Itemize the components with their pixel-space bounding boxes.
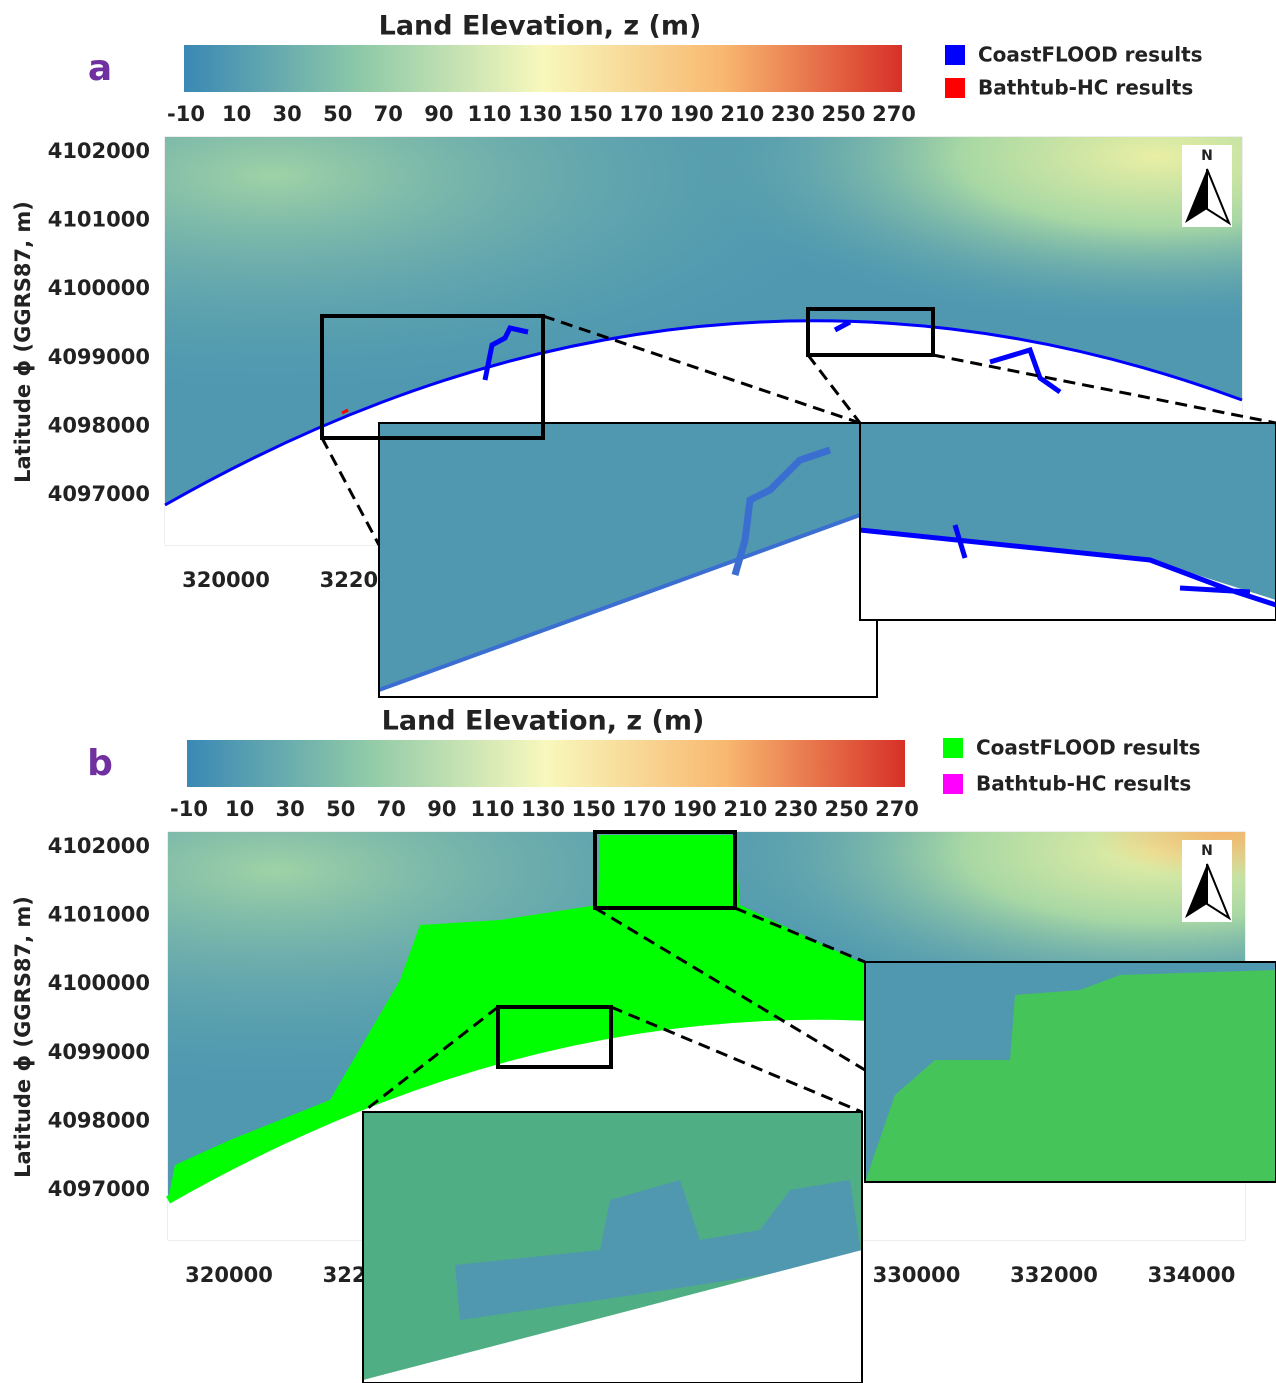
- colorbar-tick-label: 170: [619, 102, 663, 126]
- y-tick-label: 4102000: [48, 834, 150, 858]
- colorbar: [184, 45, 902, 92]
- legend-swatch: [943, 774, 963, 794]
- figure: aLand Elevation, z (m)-10103050709011013…: [0, 0, 1276, 1383]
- y-tick-label: 4101000: [48, 903, 150, 927]
- colorbar-tick-label: 150: [569, 102, 613, 126]
- colorbar-tick-label: 210: [723, 797, 767, 821]
- colorbar: [187, 740, 905, 787]
- y-tick-label: 4100000: [48, 971, 150, 995]
- north-label: N: [1201, 148, 1213, 164]
- x-tick-label: 334000: [1148, 1263, 1236, 1287]
- x-tick-label: 332000: [1010, 1263, 1098, 1287]
- y-tick-label: 4097000: [48, 482, 150, 506]
- colorbar-tick-label: 10: [225, 797, 254, 821]
- colorbar-title: Land Elevation, z (m): [379, 11, 702, 42]
- x-tick-label: 330000: [873, 1263, 961, 1287]
- legend-label: CoastFLOOD results: [978, 43, 1203, 67]
- y-tick-label: 4097000: [48, 1177, 150, 1201]
- colorbar-tick-label: -10: [167, 102, 205, 126]
- panel-label: a: [88, 48, 112, 89]
- x-tick-label: 320000: [185, 1263, 273, 1287]
- y-tick-label: 4099000: [48, 345, 150, 369]
- colorbar-tick-label: 150: [572, 797, 616, 821]
- colorbar-tick-label: 270: [872, 102, 916, 126]
- colorbar-title: Land Elevation, z (m): [382, 706, 705, 737]
- y-tick-label: 4102000: [48, 139, 150, 163]
- colorbar-tick-label: 270: [875, 797, 919, 821]
- colorbar-tick-label: 190: [673, 797, 717, 821]
- colorbar-tick-label: 250: [825, 797, 869, 821]
- colorbar-tick-label: 170: [622, 797, 666, 821]
- colorbar-tick-label: 50: [323, 102, 352, 126]
- colorbar-tick-label: 90: [427, 797, 456, 821]
- colorbar-tick-label: 30: [276, 797, 305, 821]
- colorbar-tick-label: 230: [771, 102, 815, 126]
- legend-swatch: [945, 45, 965, 65]
- legend-label: CoastFLOOD results: [976, 736, 1201, 760]
- colorbar-tick-label: 190: [670, 102, 714, 126]
- colorbar-tick-label: 130: [521, 797, 565, 821]
- north-label: N: [1201, 843, 1213, 859]
- legend-swatch: [945, 78, 965, 98]
- colorbar-tick-label: 70: [377, 797, 406, 821]
- colorbar-tick-label: 110: [471, 797, 515, 821]
- colorbar-tick-label: 90: [424, 102, 453, 126]
- y-tick-label: 4098000: [48, 413, 150, 437]
- panel-label: b: [87, 743, 113, 784]
- y-tick-label: 4101000: [48, 208, 150, 232]
- legend-label: Bathtub-HC results: [978, 76, 1193, 100]
- colorbar-tick-label: 230: [774, 797, 818, 821]
- colorbar-tick-label: 130: [518, 102, 562, 126]
- colorbar-tick-label: 50: [326, 797, 355, 821]
- x-tick-label: 320000: [182, 568, 270, 592]
- colorbar-tick-label: 210: [720, 102, 764, 126]
- colorbar-tick-label: 70: [374, 102, 403, 126]
- y-tick-label: 4099000: [48, 1040, 150, 1064]
- y-axis-label: Latitude ϕ (GGRS87, m): [11, 896, 35, 1178]
- colorbar-tick-label: 10: [222, 102, 251, 126]
- legend-swatch: [943, 738, 963, 758]
- colorbar-tick-label: 250: [822, 102, 866, 126]
- colorbar-tick-label: 30: [273, 102, 302, 126]
- y-tick-label: 4100000: [48, 276, 150, 300]
- legend-label: Bathtub-HC results: [976, 772, 1191, 796]
- colorbar-tick-label: -10: [170, 797, 208, 821]
- y-axis-label: Latitude ϕ (GGRS87, m): [11, 201, 35, 483]
- y-tick-label: 4098000: [48, 1108, 150, 1132]
- colorbar-tick-label: 110: [468, 102, 512, 126]
